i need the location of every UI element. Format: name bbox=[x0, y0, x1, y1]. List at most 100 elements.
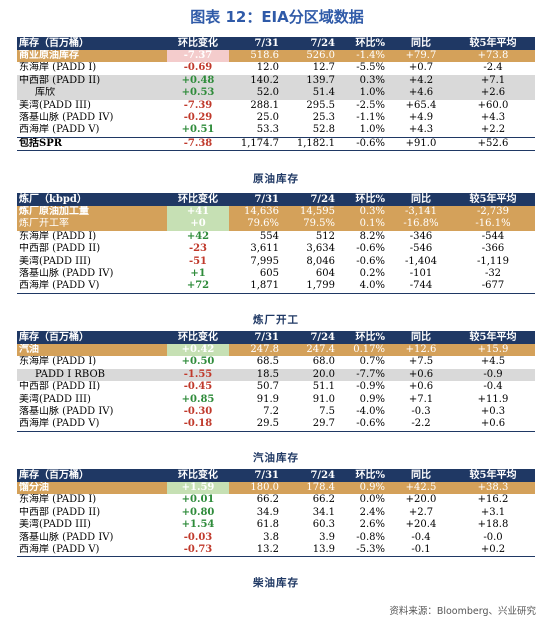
value-cell: +4.5 bbox=[480, 356, 506, 368]
value-cell: -0.6% bbox=[341, 418, 391, 432]
table-row: 美湾(PADD III) -51 7,995 8,046 -0.6% -1,404 -1,1… bbox=[17, 256, 535, 268]
value-cell: 3,634 bbox=[306, 243, 335, 255]
value-cell: 180.0 bbox=[229, 482, 285, 495]
row-label: 中西部 (PADD II) bbox=[17, 74, 167, 88]
row-label: 东海岸 (PADD I) bbox=[19, 62, 97, 74]
value-cell: 0.3% bbox=[341, 206, 391, 219]
value-cell: +52.6 bbox=[451, 136, 535, 152]
value-cell: 7.5 bbox=[319, 406, 335, 418]
value-cell: -546 bbox=[409, 243, 433, 255]
value-cell: 60.3 bbox=[312, 519, 335, 531]
row-label: 汽油 bbox=[17, 344, 167, 357]
value-cell: 12.0 bbox=[256, 62, 279, 74]
value-cell: 1.0% bbox=[359, 124, 385, 136]
value-cell: -0.0 bbox=[483, 531, 503, 543]
value-cell: -2.4 bbox=[483, 62, 503, 74]
row-label: 中西部 (PADD II) bbox=[19, 381, 101, 393]
change-cell: +0.42 bbox=[167, 344, 229, 357]
value-cell: +73.8 bbox=[451, 50, 535, 63]
row-label: 商业原油库存 bbox=[17, 50, 167, 63]
refinery-caption: 炼厂开工 bbox=[253, 314, 299, 326]
table-row: 落基山脉 (PADD IV) -0.03 3.8 3.9 -0.8% -0.4 -0.0 bbox=[17, 532, 535, 544]
change-cell: -0.03 bbox=[183, 531, 213, 543]
source-note: 资料来源：Bloomberg、兴业研究 bbox=[389, 606, 536, 617]
value-cell: 3.8 bbox=[263, 531, 279, 543]
value-cell: 139.7 bbox=[285, 74, 341, 88]
value-cell: +20.0 bbox=[405, 494, 437, 506]
value-cell: -0.6% bbox=[341, 136, 391, 152]
row-label: 美湾(PADD III) bbox=[19, 519, 91, 531]
table-header-row: 库存（百万桶） 环比变化 7/31 7/24 环比% 同比 较5年平均 bbox=[17, 331, 535, 344]
value-cell: -7.7% bbox=[341, 368, 391, 382]
value-cell: 14,595 bbox=[285, 206, 341, 219]
value-cell: +12.6 bbox=[391, 344, 451, 357]
table-row: 美湾(PADD III) -7.39 288.1 295.5 -2.5% +65.4 +60… bbox=[17, 100, 535, 112]
table-row: 中西部 (PADD II) +0.80 34.9 34.1 2.4% +2.7 +3.1 bbox=[17, 507, 535, 519]
value-cell: 2.6% bbox=[359, 519, 385, 531]
change-cell: +0.48 bbox=[167, 74, 229, 88]
value-cell: -0.4 bbox=[411, 531, 431, 543]
row-label: 落基山脉 (PADD IV) bbox=[19, 268, 114, 280]
value-cell: -0.9% bbox=[356, 381, 385, 393]
value-cell: -16.1% bbox=[451, 218, 535, 231]
value-cell: 68.0 bbox=[312, 356, 335, 368]
change-cell: -7.37 bbox=[167, 50, 229, 63]
value-cell: 50.7 bbox=[256, 381, 279, 393]
value-cell: 1,799 bbox=[285, 280, 341, 294]
header-cell: 较5年平均 bbox=[451, 331, 535, 344]
crude-inventory-caption: 原油库存 bbox=[253, 173, 299, 185]
change-cell: -0.29 bbox=[183, 112, 213, 124]
header-cell: 较5年平均 bbox=[451, 469, 535, 482]
value-cell: +11.9 bbox=[477, 393, 509, 405]
table-header-row: 炼厂（kbpd） 环比变化 7/31 7/24 环比% 同比 较5年平均 bbox=[17, 193, 535, 206]
value-cell: 8.2% bbox=[359, 230, 385, 242]
change-cell: +72 bbox=[167, 280, 229, 294]
value-cell: -1,119 bbox=[476, 255, 509, 267]
change-cell: +42 bbox=[186, 230, 210, 242]
value-cell: -677 bbox=[451, 280, 535, 294]
header-cell: 7/24 bbox=[285, 469, 341, 482]
value-cell: +2.2 bbox=[480, 124, 506, 136]
value-cell: 25.0 bbox=[256, 112, 279, 124]
value-cell: 247.8 bbox=[229, 344, 285, 357]
table-row: 西海岸 (PADD V) +0.51 53.3 52.8 1.0% +4.3 +2.2 bbox=[17, 124, 535, 137]
value-cell: -0.6% bbox=[356, 243, 385, 255]
row-label: PADD I RBOB bbox=[17, 368, 167, 382]
value-cell: -544 bbox=[481, 230, 505, 242]
value-cell: +4.3 bbox=[408, 124, 434, 136]
table-row: 美湾(PADD III) +0.85 91.9 91.0 0.9% +7.1 +11.9 bbox=[17, 394, 535, 406]
table-row: 包括SPR -7.38 1,174.7 1,182.1 -0.6% +91.0 +52.6 bbox=[17, 136, 535, 152]
value-cell: 7.2 bbox=[263, 406, 279, 418]
header-cell: 库存（百万桶） bbox=[17, 37, 167, 50]
change-cell: -0.18 bbox=[167, 418, 229, 432]
change-cell: -0.73 bbox=[167, 544, 229, 558]
change-cell: +0.80 bbox=[181, 506, 215, 518]
gasoline-table: 库存（百万桶） 环比变化 7/31 7/24 环比% 同比 较5年平均 汽油 +0.42 247.… bbox=[17, 331, 535, 432]
change-cell: +0.50 bbox=[181, 356, 215, 368]
value-cell: 0.7% bbox=[359, 356, 385, 368]
row-label: 落基山脉 (PADD IV) bbox=[19, 406, 114, 418]
value-cell: 1,174.7 bbox=[229, 136, 285, 152]
value-cell: +2.6 bbox=[451, 87, 535, 100]
header-cell: 同比 bbox=[391, 469, 451, 482]
table-row: 商业原油库存 -7.37 518.6 526.0 -1.4% +79.7 +73.8 bbox=[17, 50, 535, 63]
value-cell: 2.4% bbox=[359, 506, 385, 518]
header-cell: 同比 bbox=[391, 331, 451, 344]
value-cell: +7.1 bbox=[408, 393, 434, 405]
header-cell: 环比% bbox=[341, 193, 391, 206]
header-cell: 环比变化 bbox=[167, 193, 229, 206]
table-row: 中西部 (PADD II) +0.48 140.2 139.7 0.3% +4.2 +7.1 bbox=[17, 74, 535, 88]
table-row: 西海岸 (PADD V) -0.18 29.5 29.7 -0.6% -2.2 +0.6 bbox=[17, 418, 535, 432]
change-cell: -0.45 bbox=[183, 381, 213, 393]
table-row: 汽油 +0.42 247.8 247.4 0.17% +12.6 +15.9 bbox=[17, 344, 535, 357]
value-cell: +79.7 bbox=[391, 50, 451, 63]
distillate-caption: 柴油库存 bbox=[253, 577, 299, 589]
value-cell: 604 bbox=[315, 268, 335, 280]
value-cell: +18.8 bbox=[477, 519, 509, 531]
header-cell: 7/31 bbox=[229, 193, 285, 206]
gasoline-caption: 汽油库存 bbox=[253, 452, 299, 464]
header-cell: 较5年平均 bbox=[451, 193, 535, 206]
value-cell: -4.0% bbox=[356, 406, 385, 418]
value-cell: -0.4 bbox=[483, 381, 503, 393]
value-cell: 0.0% bbox=[359, 494, 385, 506]
